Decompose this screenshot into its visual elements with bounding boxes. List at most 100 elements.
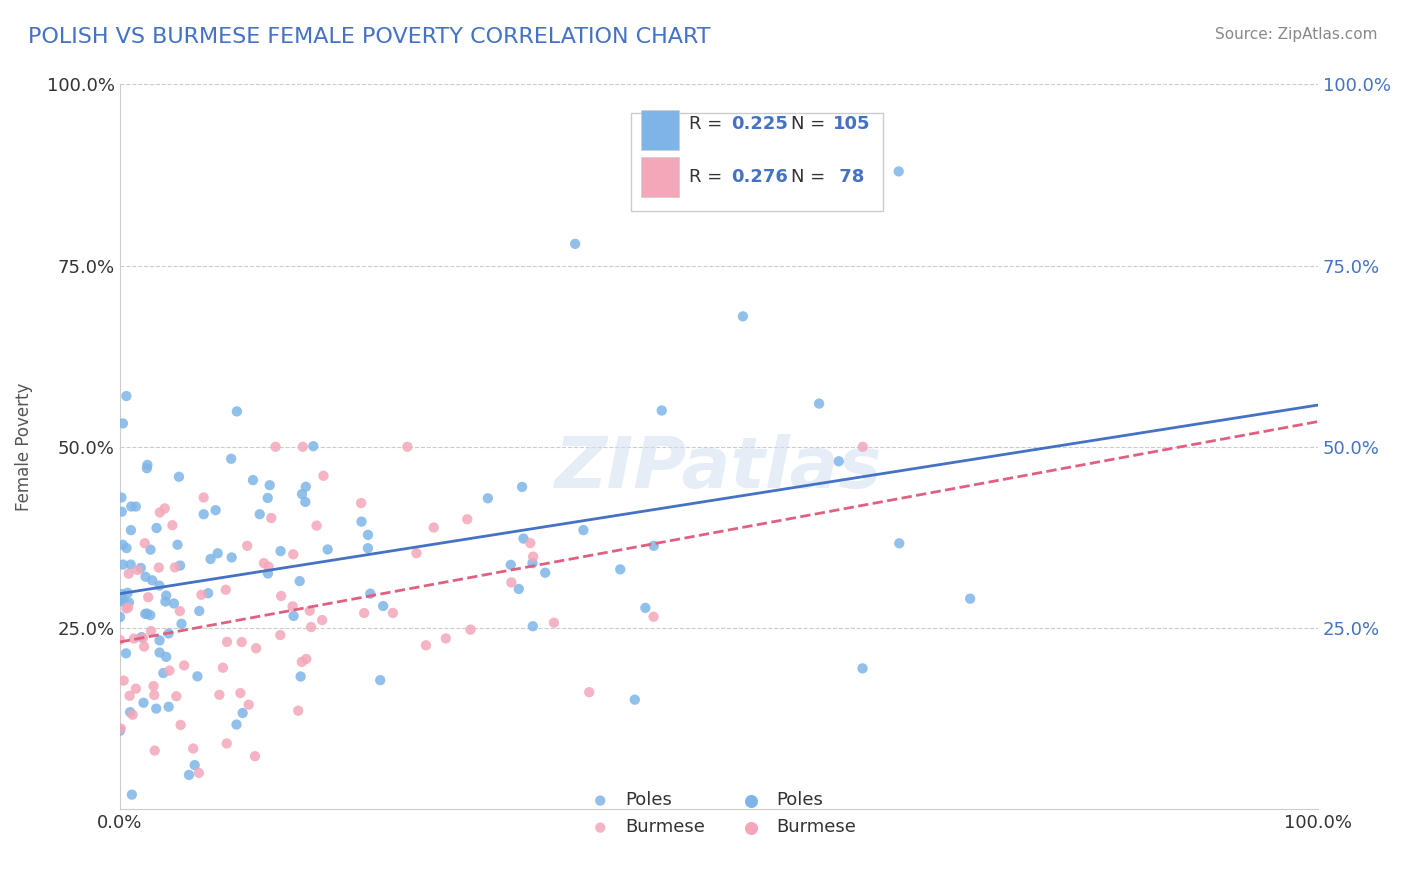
Burmese [456,512,478,526]
Burmese [125,681,148,696]
Burmese [298,604,321,618]
Burmese [396,440,419,454]
Poles [651,403,673,417]
Burmese [208,688,231,702]
Poles [155,589,177,603]
Poles [110,491,132,505]
Poles [368,673,391,688]
Burmese [181,741,204,756]
Poles [115,646,138,660]
Burmese [162,518,184,533]
Burmese [852,440,875,454]
Poles [121,788,143,802]
Poles [170,616,193,631]
FancyBboxPatch shape [641,110,679,150]
Poles [221,550,243,565]
Burmese [243,749,266,764]
Poles [294,495,316,509]
Text: 105: 105 [832,115,870,133]
Poles [115,389,138,403]
Poles [129,561,152,575]
Poles [609,562,631,576]
Poles [731,310,754,324]
Text: Source: ZipAtlas.com: Source: ZipAtlas.com [1215,27,1378,42]
Burmese [350,496,373,510]
Text: N =: N = [790,115,831,133]
Burmese [643,609,665,624]
Poles [564,236,586,251]
Poles [112,595,135,609]
Poles [193,508,215,522]
Burmese [149,506,172,520]
Poles [111,538,134,552]
Burmese [112,673,135,688]
Burmese [423,520,446,534]
Poles [197,586,219,600]
Poles [643,539,665,553]
Burmese [134,536,156,550]
Text: 0.276: 0.276 [731,169,787,186]
Burmese [238,698,260,712]
Poles [155,649,177,664]
Poles [152,666,174,681]
Burmese [299,620,322,634]
Burmese [142,679,165,693]
Burmese [291,440,314,454]
Burmese [136,591,159,605]
Poles [357,541,380,556]
Burmese [190,588,212,602]
Burmese [165,690,187,704]
Burmese [132,631,155,645]
Burmese [260,511,283,525]
Poles [828,454,851,468]
FancyBboxPatch shape [641,157,679,197]
Poles [295,480,318,494]
Burmese [311,613,333,627]
Legend: Poles, Burmese, Poles, Burmese: Poles, Burmese, Poles, Burmese [575,784,863,844]
Poles [357,528,380,542]
Text: N =: N = [790,169,831,186]
Poles [522,619,544,633]
Poles [134,607,156,621]
Burmese [169,718,191,732]
Poles [634,600,657,615]
Poles [204,503,226,517]
Burmese [121,707,143,722]
Burmese [281,599,304,614]
Burmese [118,566,141,581]
Poles [132,696,155,710]
Text: R =: R = [689,115,728,133]
Poles [108,610,131,624]
Burmese [291,655,314,669]
Burmese [187,765,209,780]
Poles [111,505,134,519]
Poles [359,587,381,601]
Poles [808,396,831,410]
Poles [125,500,148,514]
Burmese [283,547,305,561]
Poles [522,556,544,570]
Poles [157,626,180,640]
Poles [889,536,911,550]
Poles [148,646,170,660]
Text: R =: R = [689,169,728,186]
Poles [499,558,522,572]
Poles [120,558,142,572]
Poles [851,661,873,675]
Burmese [117,600,139,615]
Poles [249,507,271,521]
Poles [108,723,131,738]
Poles [135,570,157,584]
Burmese [115,601,138,615]
Burmese [257,559,280,574]
Poles [302,439,325,453]
Burmese [264,440,287,454]
Poles [623,692,645,706]
Poles [135,461,157,475]
Burmese [139,624,162,638]
Poles [183,758,205,772]
Poles [225,717,247,731]
Burmese [543,615,565,630]
Burmese [148,560,170,574]
Poles [157,699,180,714]
